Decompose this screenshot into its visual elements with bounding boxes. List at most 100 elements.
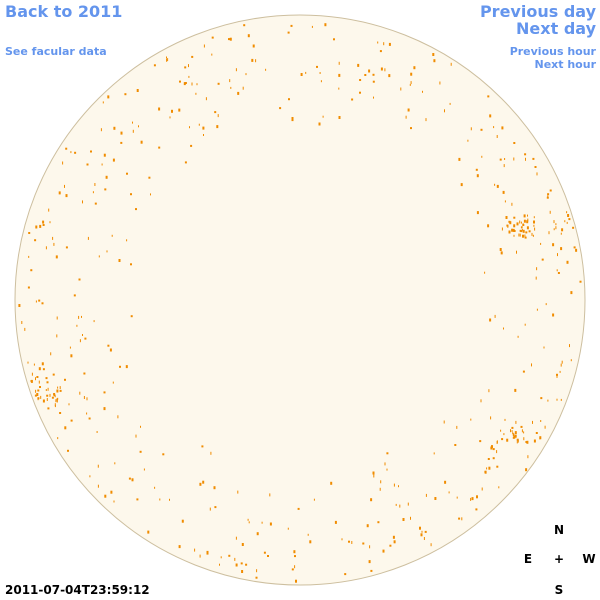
facula — [56, 334, 58, 338]
facula — [569, 344, 570, 348]
facula — [503, 433, 505, 436]
facula — [178, 108, 181, 112]
facula — [499, 158, 502, 161]
facula — [42, 220, 45, 224]
back-link[interactable]: Back to 2011 — [5, 2, 123, 21]
next-hour-link[interactable]: Next hour — [534, 58, 597, 71]
facula — [119, 365, 121, 368]
facula — [294, 555, 296, 558]
facula — [413, 66, 416, 70]
facula — [109, 348, 112, 352]
facula — [148, 176, 151, 179]
facula — [523, 214, 526, 218]
facula — [512, 432, 514, 435]
facula — [547, 195, 549, 199]
facula — [526, 220, 529, 224]
facula — [162, 453, 165, 456]
facula — [46, 398, 48, 401]
facula — [399, 504, 401, 508]
facula — [56, 389, 59, 393]
facula — [533, 224, 535, 227]
facula — [502, 190, 505, 194]
facula — [65, 246, 68, 249]
facula — [322, 115, 324, 118]
facula — [357, 63, 360, 67]
facula — [125, 365, 128, 369]
facula — [479, 440, 482, 443]
facula — [83, 396, 85, 399]
facula — [216, 125, 219, 129]
facula — [53, 394, 56, 397]
facula — [117, 415, 119, 419]
facular-link[interactable]: See facular data — [5, 45, 107, 58]
facula — [196, 83, 198, 86]
facula — [526, 226, 529, 230]
facula — [219, 563, 220, 566]
facula — [86, 412, 88, 415]
facula — [320, 80, 322, 83]
facula — [476, 174, 479, 178]
facula — [450, 62, 452, 66]
facula — [519, 233, 521, 237]
facula — [514, 388, 517, 392]
facula — [508, 230, 511, 234]
facula — [484, 271, 486, 274]
facula — [94, 183, 96, 186]
facula — [501, 126, 504, 130]
facula — [536, 172, 538, 176]
facula — [45, 389, 47, 391]
facula — [41, 302, 44, 305]
facula — [419, 526, 421, 530]
compass-south: S — [554, 583, 564, 597]
facula — [70, 151, 72, 154]
facula — [566, 221, 568, 224]
next-day-link[interactable]: Next day — [516, 19, 596, 38]
previous-day-link[interactable]: Previous day — [479, 2, 596, 21]
facula — [430, 543, 432, 547]
facula — [393, 540, 396, 544]
facula — [131, 478, 134, 482]
facula — [56, 316, 58, 320]
facula — [533, 220, 535, 224]
facula — [92, 191, 94, 194]
facula — [510, 429, 511, 433]
facula — [522, 229, 525, 233]
facula — [228, 554, 231, 557]
facula — [519, 220, 521, 224]
facula — [120, 141, 123, 144]
facula — [38, 380, 40, 384]
facula — [481, 155, 483, 158]
facula — [79, 339, 81, 343]
facula — [46, 381, 49, 384]
facula — [513, 216, 516, 219]
facula — [543, 346, 545, 349]
facula — [158, 107, 161, 111]
facula — [64, 184, 65, 188]
facula — [348, 540, 350, 543]
facula — [410, 72, 413, 76]
facula — [230, 86, 232, 89]
facula — [113, 500, 115, 503]
facula — [309, 540, 312, 544]
facula — [324, 23, 327, 27]
facula — [34, 394, 37, 397]
facula — [140, 425, 141, 428]
facula — [120, 131, 123, 135]
facula — [410, 81, 412, 85]
facula — [521, 228, 523, 231]
facula — [297, 507, 300, 510]
facula — [288, 98, 290, 101]
facula — [400, 87, 402, 91]
facula — [405, 115, 407, 119]
facula — [498, 486, 500, 489]
solar-disk — [14, 14, 586, 586]
facula — [384, 68, 386, 72]
facula — [78, 278, 81, 281]
facula — [386, 468, 388, 471]
facula — [521, 226, 523, 229]
facula — [475, 508, 478, 511]
facula — [220, 556, 222, 559]
facula — [35, 225, 38, 229]
previous-hour-link[interactable]: Previous hour — [509, 45, 596, 58]
facula — [513, 433, 515, 437]
